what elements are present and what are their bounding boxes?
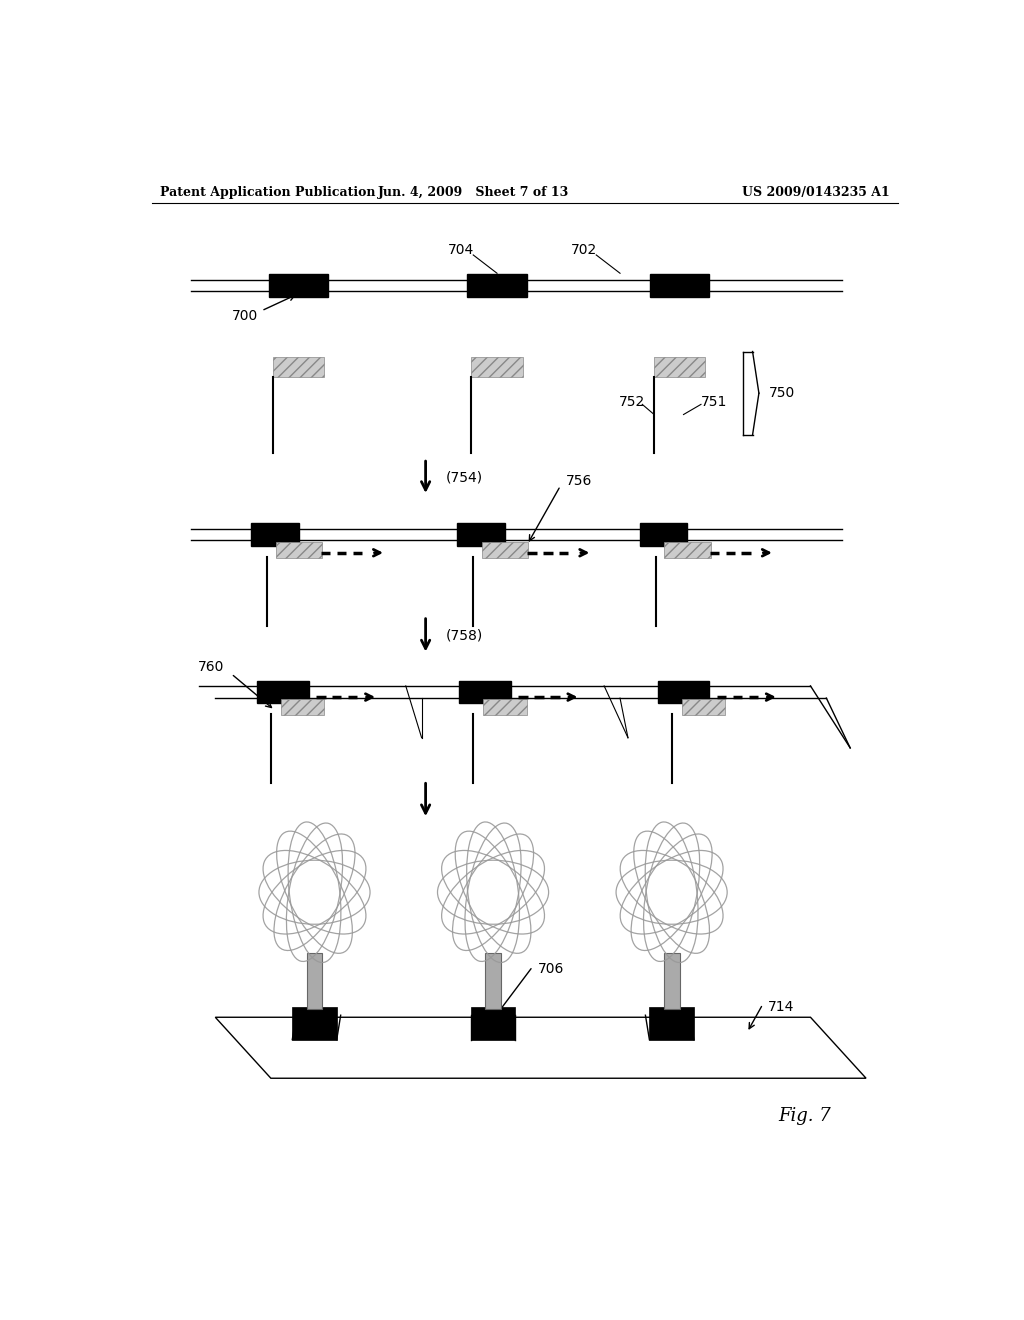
Text: 700: 700 (232, 309, 259, 323)
Bar (649, 1007, 694, 1040)
Bar (664, 953, 680, 1008)
Bar (640, 523, 687, 545)
Bar (653, 356, 706, 378)
Bar (682, 700, 725, 715)
Bar (657, 681, 710, 704)
Bar (460, 681, 511, 704)
Bar (292, 1007, 337, 1040)
Text: (754): (754) (445, 470, 482, 484)
Text: 702: 702 (571, 243, 597, 257)
Bar (483, 700, 526, 715)
Bar (275, 541, 322, 558)
Polygon shape (215, 1018, 866, 1078)
Bar (471, 356, 523, 378)
Text: Patent Application Publication: Patent Application Publication (160, 186, 375, 199)
Text: 714: 714 (768, 1001, 794, 1014)
Bar (257, 681, 308, 704)
Text: 756: 756 (566, 474, 593, 487)
Bar (281, 700, 325, 715)
Bar (650, 275, 710, 297)
Text: (758): (758) (445, 628, 482, 642)
Text: Fig. 7: Fig. 7 (778, 1107, 831, 1125)
Text: 751: 751 (700, 395, 727, 409)
Text: 760: 760 (198, 660, 224, 673)
Bar (269, 275, 329, 297)
Bar (306, 953, 323, 1008)
Text: 706: 706 (538, 962, 564, 977)
Bar (272, 356, 325, 378)
Bar (458, 523, 505, 545)
Bar (482, 541, 528, 558)
Text: 752: 752 (618, 395, 645, 409)
Text: Jun. 4, 2009   Sheet 7 of 13: Jun. 4, 2009 Sheet 7 of 13 (378, 186, 569, 199)
Text: 704: 704 (449, 243, 474, 257)
Bar (251, 523, 299, 545)
Bar (467, 275, 526, 297)
Text: US 2009/0143235 A1: US 2009/0143235 A1 (742, 186, 890, 199)
Bar (665, 541, 711, 558)
Bar (471, 1007, 515, 1040)
Text: 750: 750 (769, 387, 796, 400)
Bar (485, 953, 501, 1008)
